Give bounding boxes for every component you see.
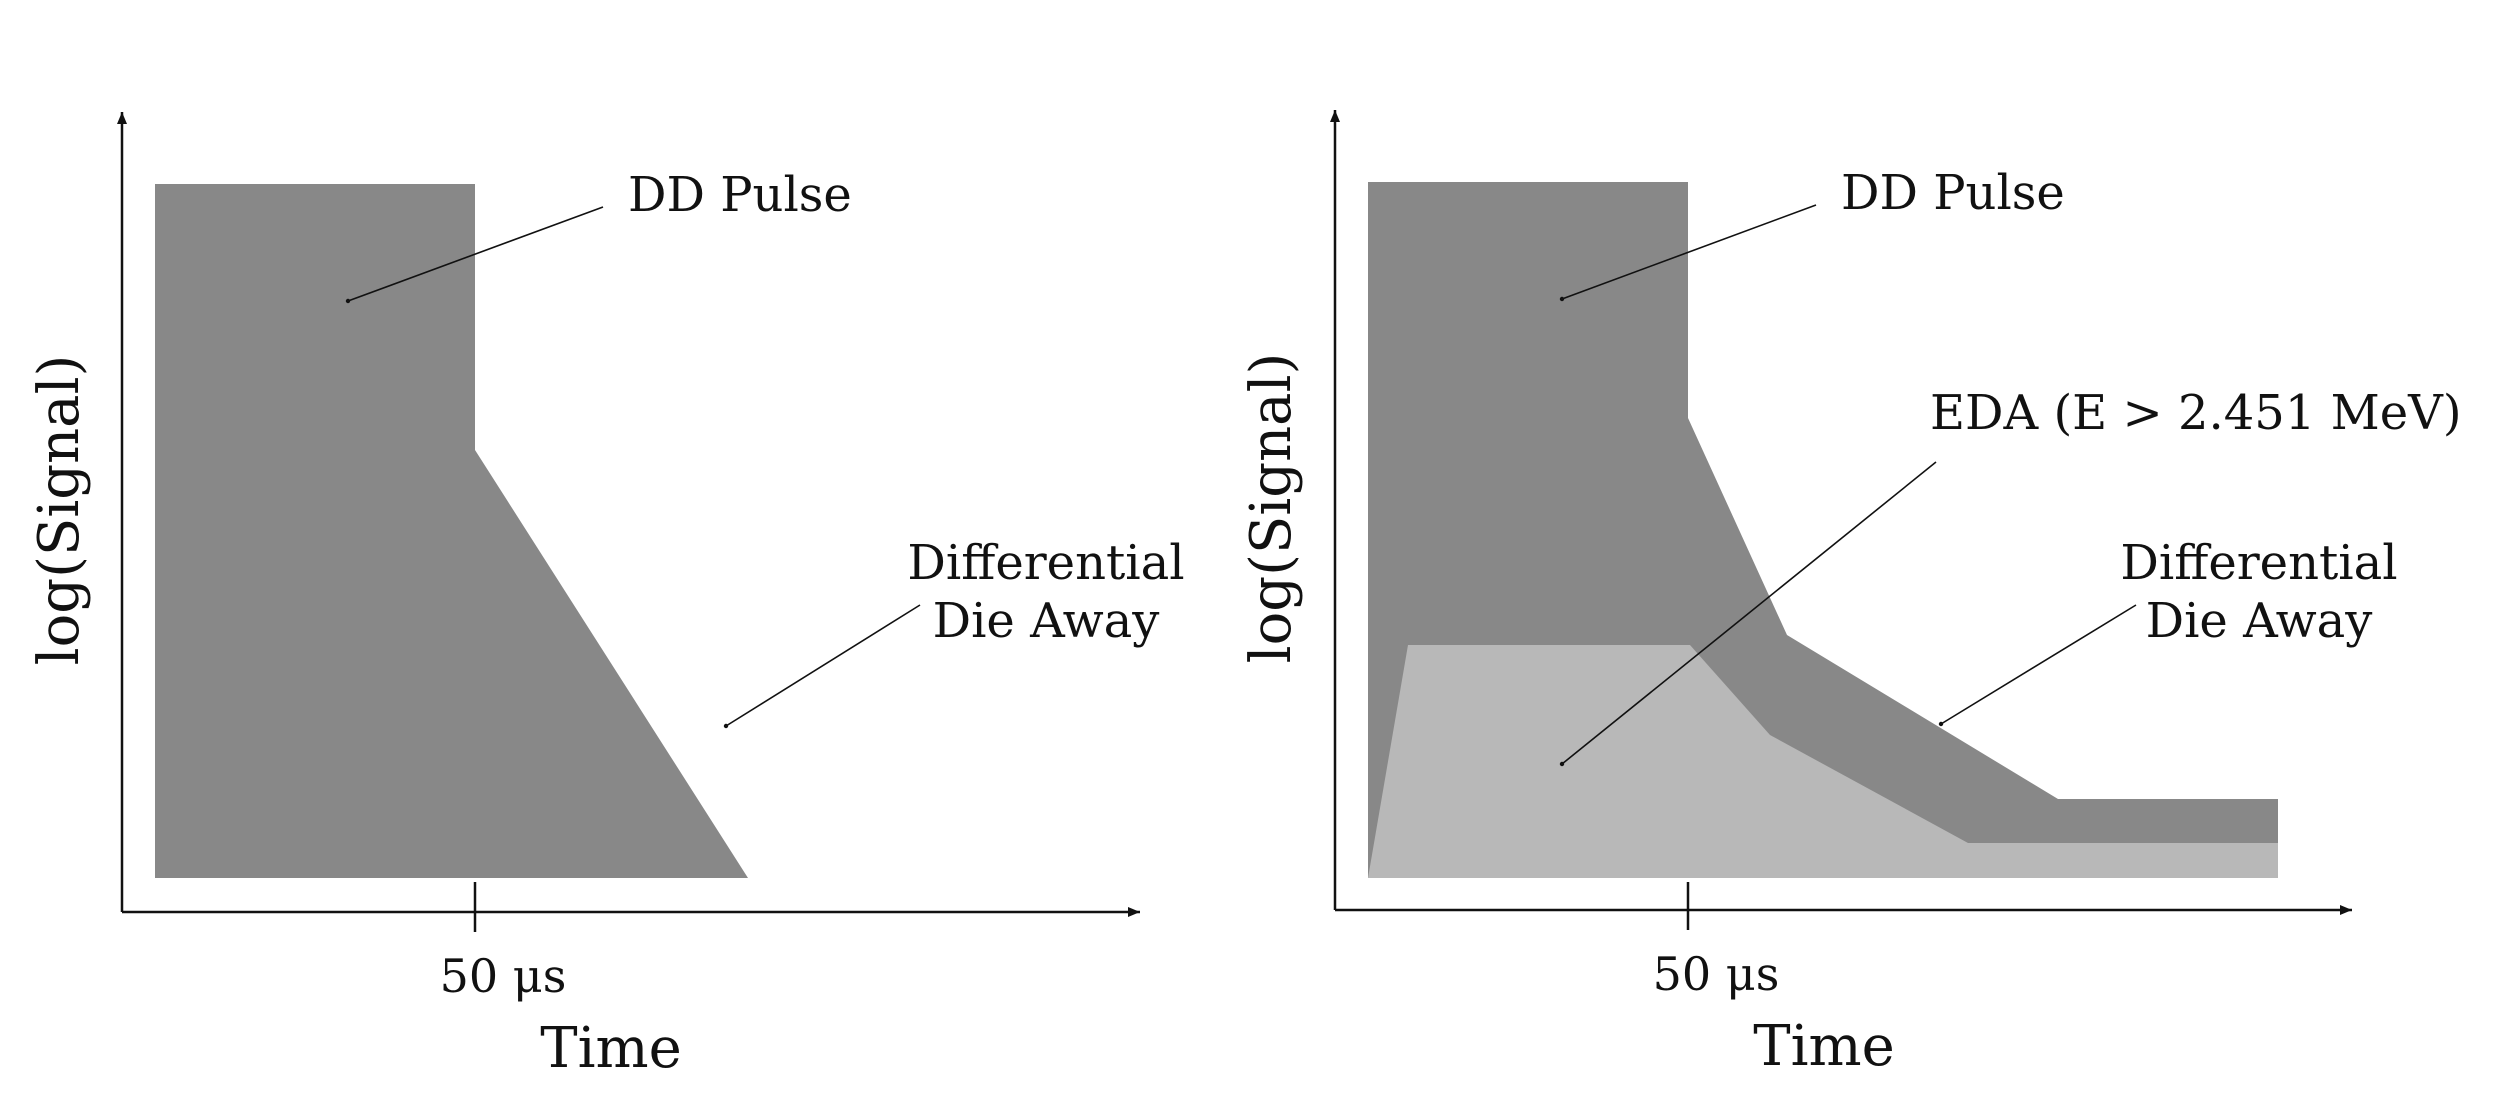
right-eda-label: EDA (E > 2.451 MeV)	[1930, 385, 2462, 441]
right-dd-pulse-label: DD Pulse	[1841, 165, 2065, 221]
left-dda-leader-dot	[723, 723, 729, 729]
left-tick-label: 50 μs	[440, 949, 567, 1003]
left-x-axis-label: Time	[540, 1016, 682, 1081]
right-panel: 50 μs Time log(Signal) DD Pulse EDA (E >…	[1239, 110, 2462, 1079]
left-dd-pulse-leader	[347, 206, 604, 302]
right-dda-leader	[1940, 604, 2137, 725]
right-tick-label: 50 μs	[1653, 947, 1780, 1001]
right-x-axis-label: Time	[1753, 1014, 1895, 1079]
left-dd-pulse-region	[155, 184, 748, 878]
right-y-axis-label: log(Signal)	[1239, 353, 1304, 664]
right-dda-label-line2: Die Away	[2146, 593, 2373, 649]
right-eda-leader	[1561, 461, 1937, 765]
right-eda-region	[1368, 645, 2278, 878]
right-eda-leader-dot	[1559, 761, 1565, 767]
left-dd-pulse-leader-dot	[345, 298, 351, 304]
left-dda-label-line1: Differential	[907, 535, 1184, 591]
left-dda-leader	[725, 604, 921, 727]
left-y-axis-label: log(Signal)	[27, 355, 92, 666]
right-dda-leader-dot	[1938, 721, 1944, 727]
right-dd-pulse-leader-dot	[1559, 296, 1565, 302]
right-dda-label-line1: Differential	[2120, 535, 2397, 591]
left-panel: 50 μs Time log(Signal) DD Pulse Differen…	[27, 112, 1185, 1081]
right-dd-pulse-leader	[1561, 204, 1817, 300]
left-dda-label-line2: Die Away	[933, 593, 1160, 649]
left-dd-pulse-label: DD Pulse	[628, 167, 852, 223]
